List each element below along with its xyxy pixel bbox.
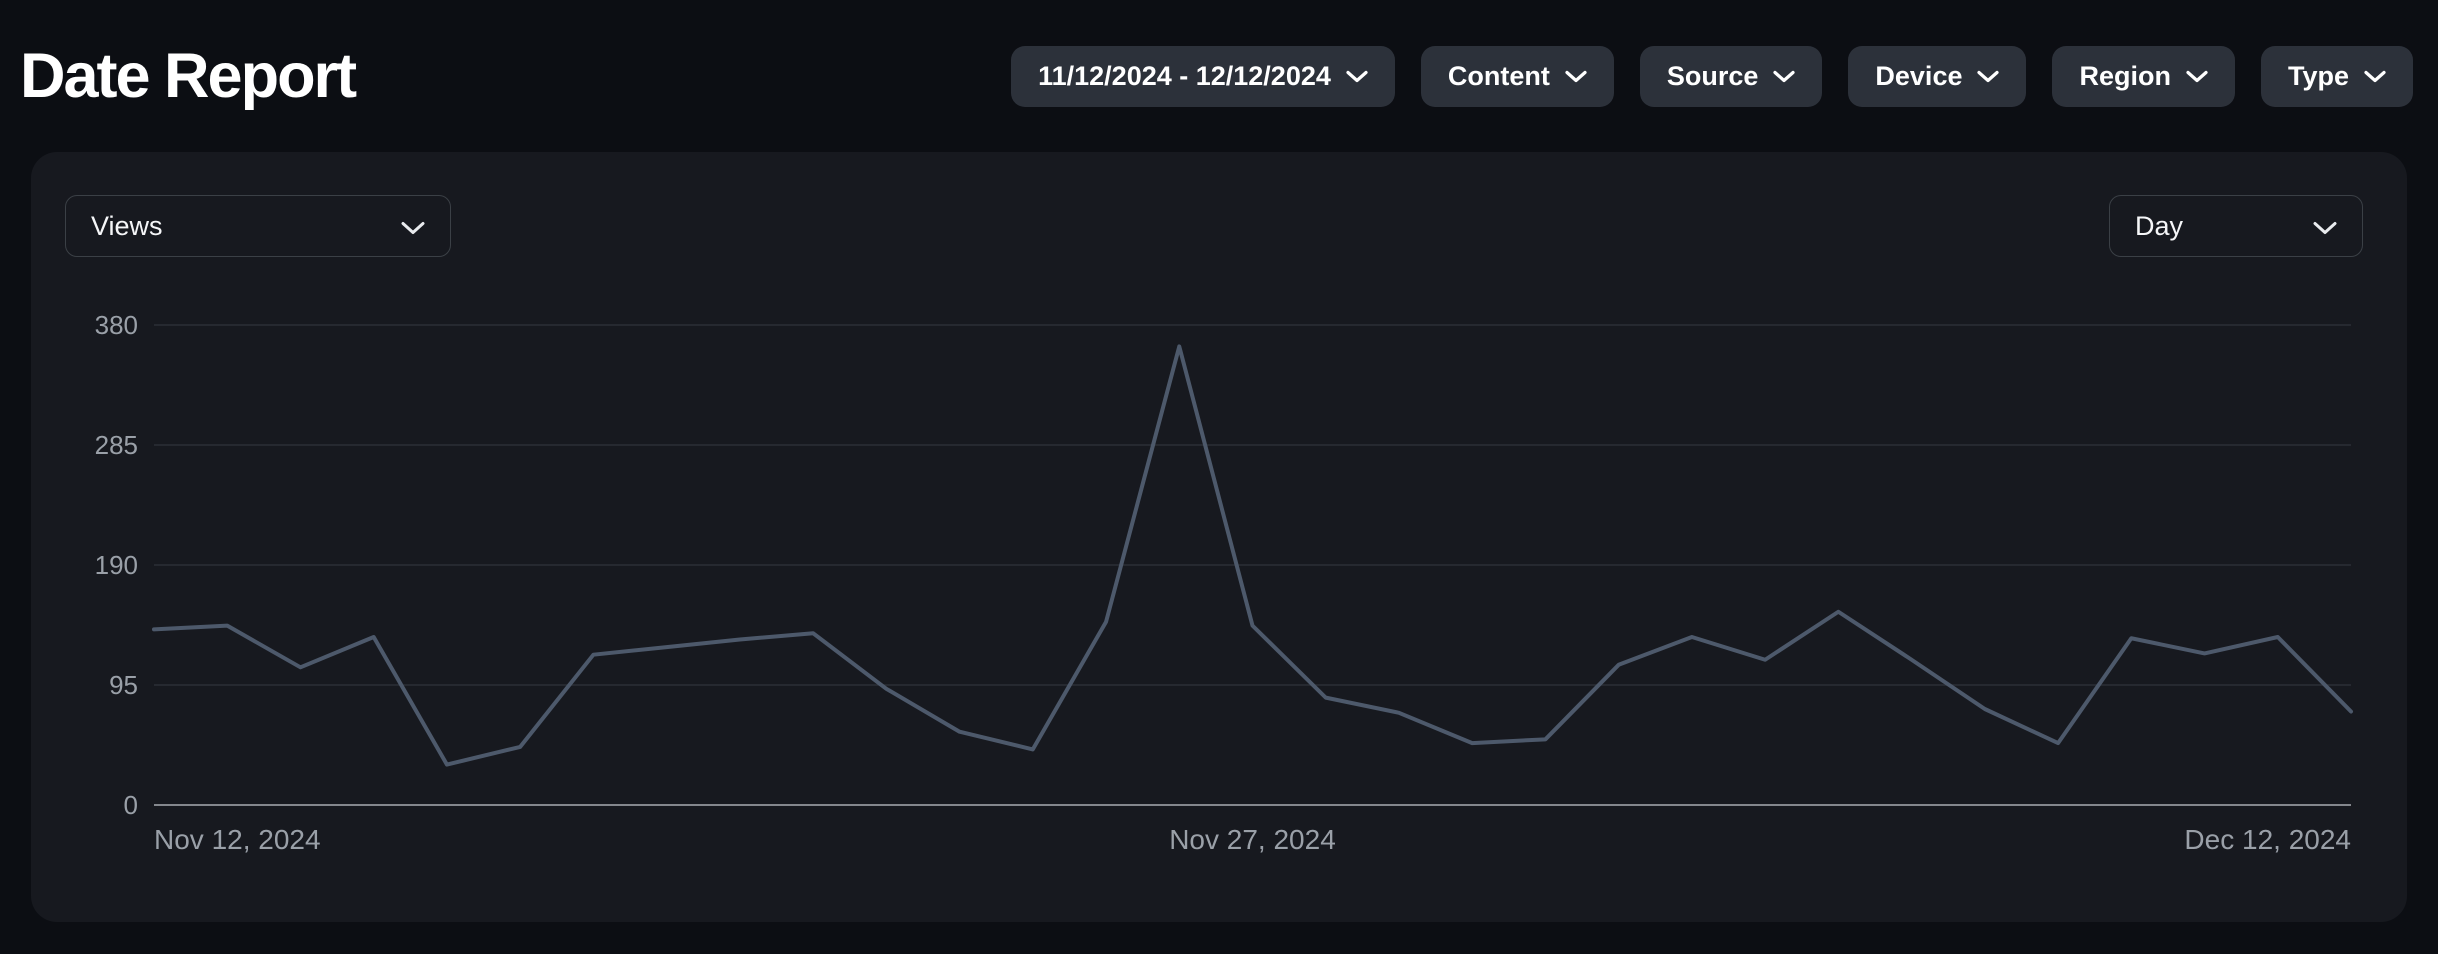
granularity-select[interactable]: Day [2109, 195, 2363, 257]
chevron-down-icon [1773, 70, 1796, 83]
y-axis-tick-label: 285 [95, 430, 138, 460]
chevron-down-icon [2313, 211, 2337, 242]
chart-controls: Views Day [65, 195, 2363, 257]
filter-content-label: Content [1447, 60, 1550, 91]
filter-device-button[interactable]: Device [1848, 45, 2027, 107]
report-card: Views Day 0 95 190 285 380 Nov 12, 2024 Nov 27… [31, 152, 2407, 922]
y-axis-tick-label: 380 [95, 310, 138, 340]
metric-select[interactable]: Views [65, 195, 451, 257]
filter-source-label: Source [1666, 60, 1759, 91]
filter-device-label: Device [1875, 60, 1963, 91]
x-axis-tick-label: Nov 27, 2024 [1169, 824, 1336, 855]
views-line-chart: 0 95 190 285 380 Nov 12, 2024 Nov 27, 2024 Dec … [95, 310, 2353, 855]
date-range-label: 11/12/2024 - 12/12/2024 [1038, 60, 1331, 91]
chevron-down-icon [1565, 70, 1587, 83]
filter-type-label: Type [2287, 60, 2349, 91]
filter-content-button[interactable]: Content [1420, 45, 1614, 107]
filter-source-button[interactable]: Source [1639, 45, 1823, 107]
filter-region-label: Region [2079, 60, 2171, 91]
x-axis-tick-label: Dec 12, 2024 [2184, 824, 2351, 855]
y-axis-tick-label: 190 [95, 550, 138, 580]
filter-type-button[interactable]: Type [2260, 45, 2413, 107]
y-axis-tick-label: 95 [109, 670, 138, 700]
chevron-down-icon [2364, 70, 2386, 83]
page-title: Date Report [20, 41, 357, 111]
metric-select-value: Views [91, 210, 163, 241]
y-axis-tick-label: 0 [124, 790, 138, 820]
granularity-select-value: Day [2135, 210, 2184, 241]
chevron-down-icon [1346, 70, 1368, 83]
chevron-down-icon [2186, 70, 2208, 83]
views-line-series [152, 344, 2353, 767]
page-header: Date Report 11/12/2024 - 12/12/2024 Cont… [0, 0, 2438, 152]
filter-bar: 11/12/2024 - 12/12/2024 Content Source D… [1011, 45, 2413, 107]
chevron-down-icon [1977, 70, 2000, 83]
chevron-down-icon [401, 211, 425, 242]
date-range-filter-button[interactable]: 11/12/2024 - 12/12/2024 [1011, 45, 1395, 107]
filter-region-button[interactable]: Region [2052, 45, 2235, 107]
x-axis-tick-label: Nov 12, 2024 [154, 824, 321, 855]
